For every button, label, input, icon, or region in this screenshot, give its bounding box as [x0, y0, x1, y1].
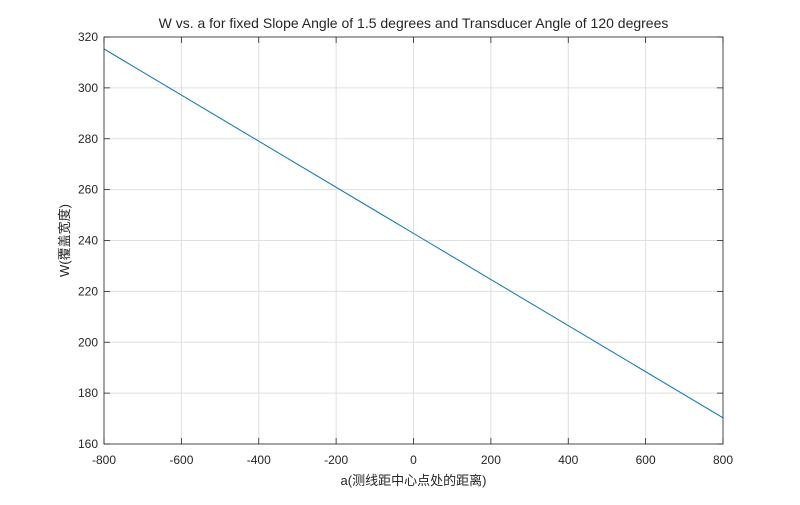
y-tick-label: 160 [78, 437, 98, 451]
x-tick-label: 200 [481, 453, 501, 467]
x-tick-label: 400 [558, 453, 578, 467]
x-tick-label: -400 [247, 453, 271, 467]
axis-ticks [103, 36, 724, 445]
x-axis-label: a(测线距中心点处的距离) [341, 473, 487, 488]
x-tick-label: -600 [169, 453, 193, 467]
series-line [103, 48, 724, 419]
y-tick-label: 320 [78, 30, 98, 44]
y-tick-label: 180 [78, 386, 98, 400]
y-tick-label: 240 [78, 234, 98, 248]
y-tick-labels: 160 180 200 220 240 260 280 300 320 [78, 30, 98, 451]
x-tick-labels: -800 -600 -400 -200 0 200 400 600 800 [92, 453, 733, 467]
y-tick-label: 200 [78, 335, 98, 349]
x-tick-label: 800 [713, 453, 733, 467]
series-layer [103, 48, 724, 419]
x-tick-label: -800 [92, 453, 116, 467]
y-tick-label: 220 [78, 284, 98, 298]
chart-title: W vs. a for fixed Slope Angle of 1.5 deg… [159, 15, 669, 31]
x-tick-label: 0 [410, 453, 417, 467]
x-tick-label: -200 [324, 453, 348, 467]
y-tick-label: 260 [78, 183, 98, 197]
y-axis-label: W(覆盖宽度) [57, 204, 72, 277]
x-tick-label: 600 [636, 453, 656, 467]
y-tick-label: 300 [78, 81, 98, 95]
y-tick-label: 280 [78, 132, 98, 146]
